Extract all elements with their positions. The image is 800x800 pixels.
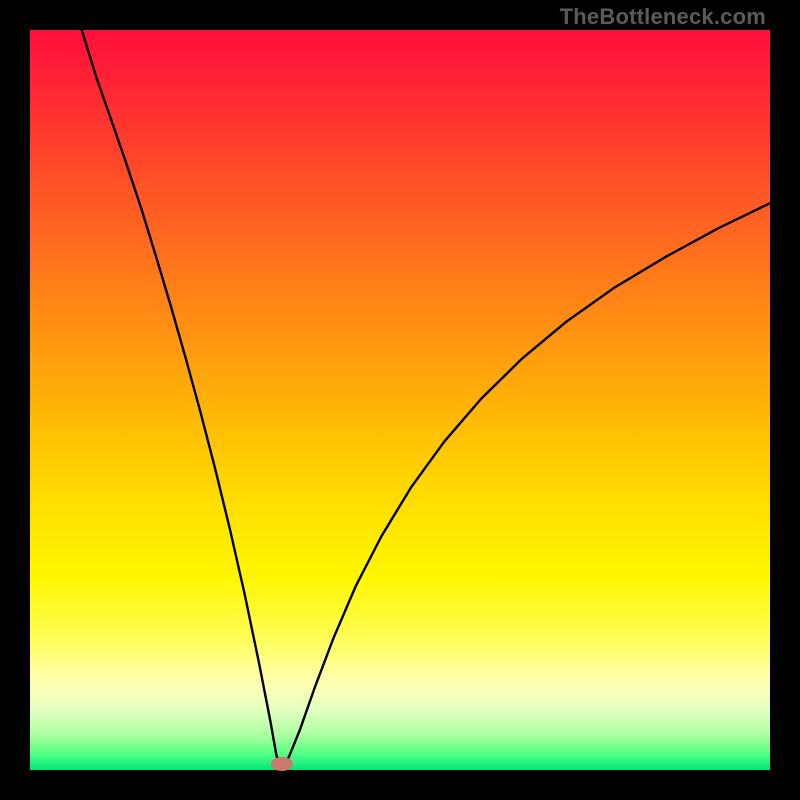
min-point-marker — [271, 757, 293, 770]
plot-area — [30, 30, 770, 770]
curve-svg — [30, 30, 770, 770]
frame-left — [0, 0, 30, 800]
bottleneck-curve — [82, 30, 770, 766]
frame-right — [770, 0, 800, 800]
chart-container: TheBottleneck.com — [0, 0, 800, 800]
watermark-text: TheBottleneck.com — [560, 4, 766, 30]
frame-bottom — [0, 770, 800, 800]
